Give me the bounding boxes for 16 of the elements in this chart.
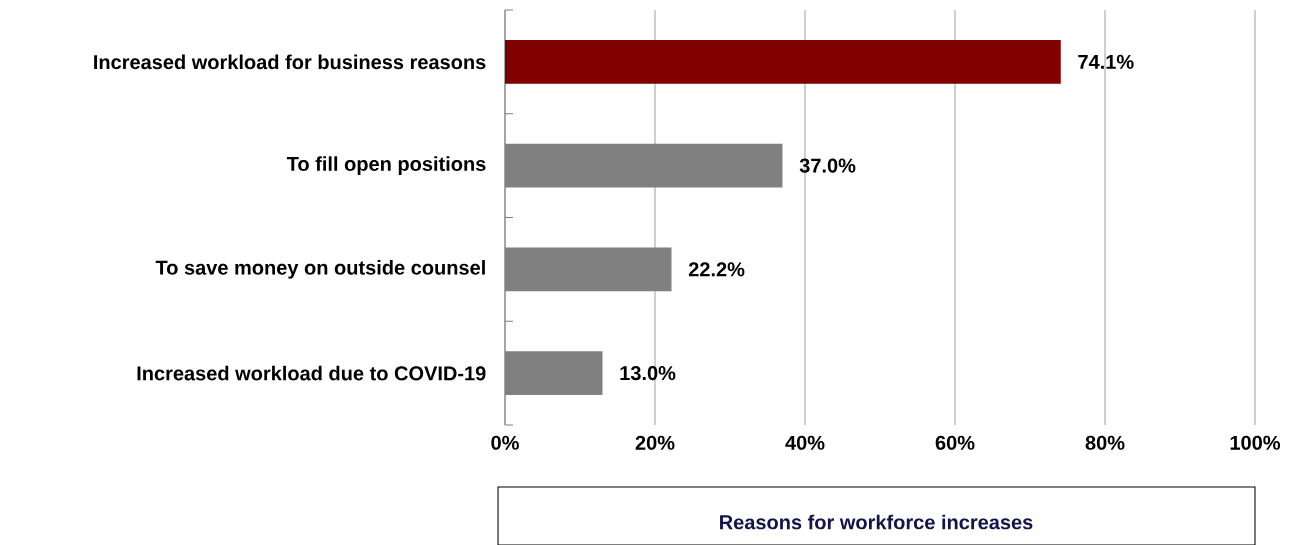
x-tick-label: 40% (785, 435, 825, 450)
data-label: 74.1% (1078, 54, 1134, 69)
y-tick-label: To save money on outside counsel (155, 260, 485, 279)
data-label: 13.0% (620, 366, 676, 381)
x-tick-label: 20% (635, 435, 675, 450)
y-tick-label: Increased workload due to COVID-19 (137, 365, 486, 381)
bar (505, 40, 1061, 84)
x-tick-label: 60% (935, 435, 975, 450)
data-label: 22.2% (688, 262, 745, 277)
data-label: 37.0% (799, 158, 856, 173)
text: Reasons for workforce increases (720, 514, 1033, 530)
x-tick-label: 0% (491, 435, 519, 450)
x-tick-label: 80% (1085, 435, 1125, 450)
x-tick-label: 100% (1230, 435, 1281, 450)
y-tick-label: To fill open positions (286, 156, 486, 175)
y-tick-label: Increased workload for business reasons (94, 54, 486, 70)
